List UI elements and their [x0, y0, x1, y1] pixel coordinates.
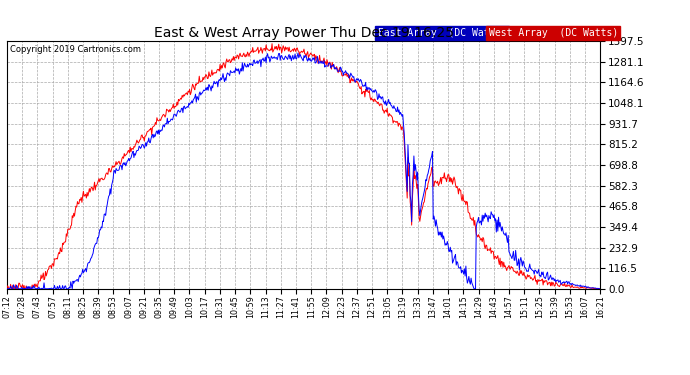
- Text: Copyright 2019 Cartronics.com: Copyright 2019 Cartronics.com: [10, 45, 141, 54]
- Text: West Array  (DC Watts): West Array (DC Watts): [489, 28, 618, 38]
- Text: East Array  (DC Watts): East Array (DC Watts): [378, 28, 507, 38]
- Title: East & West Array Power Thu Dec 19 16:25: East & West Array Power Thu Dec 19 16:25: [154, 26, 453, 40]
